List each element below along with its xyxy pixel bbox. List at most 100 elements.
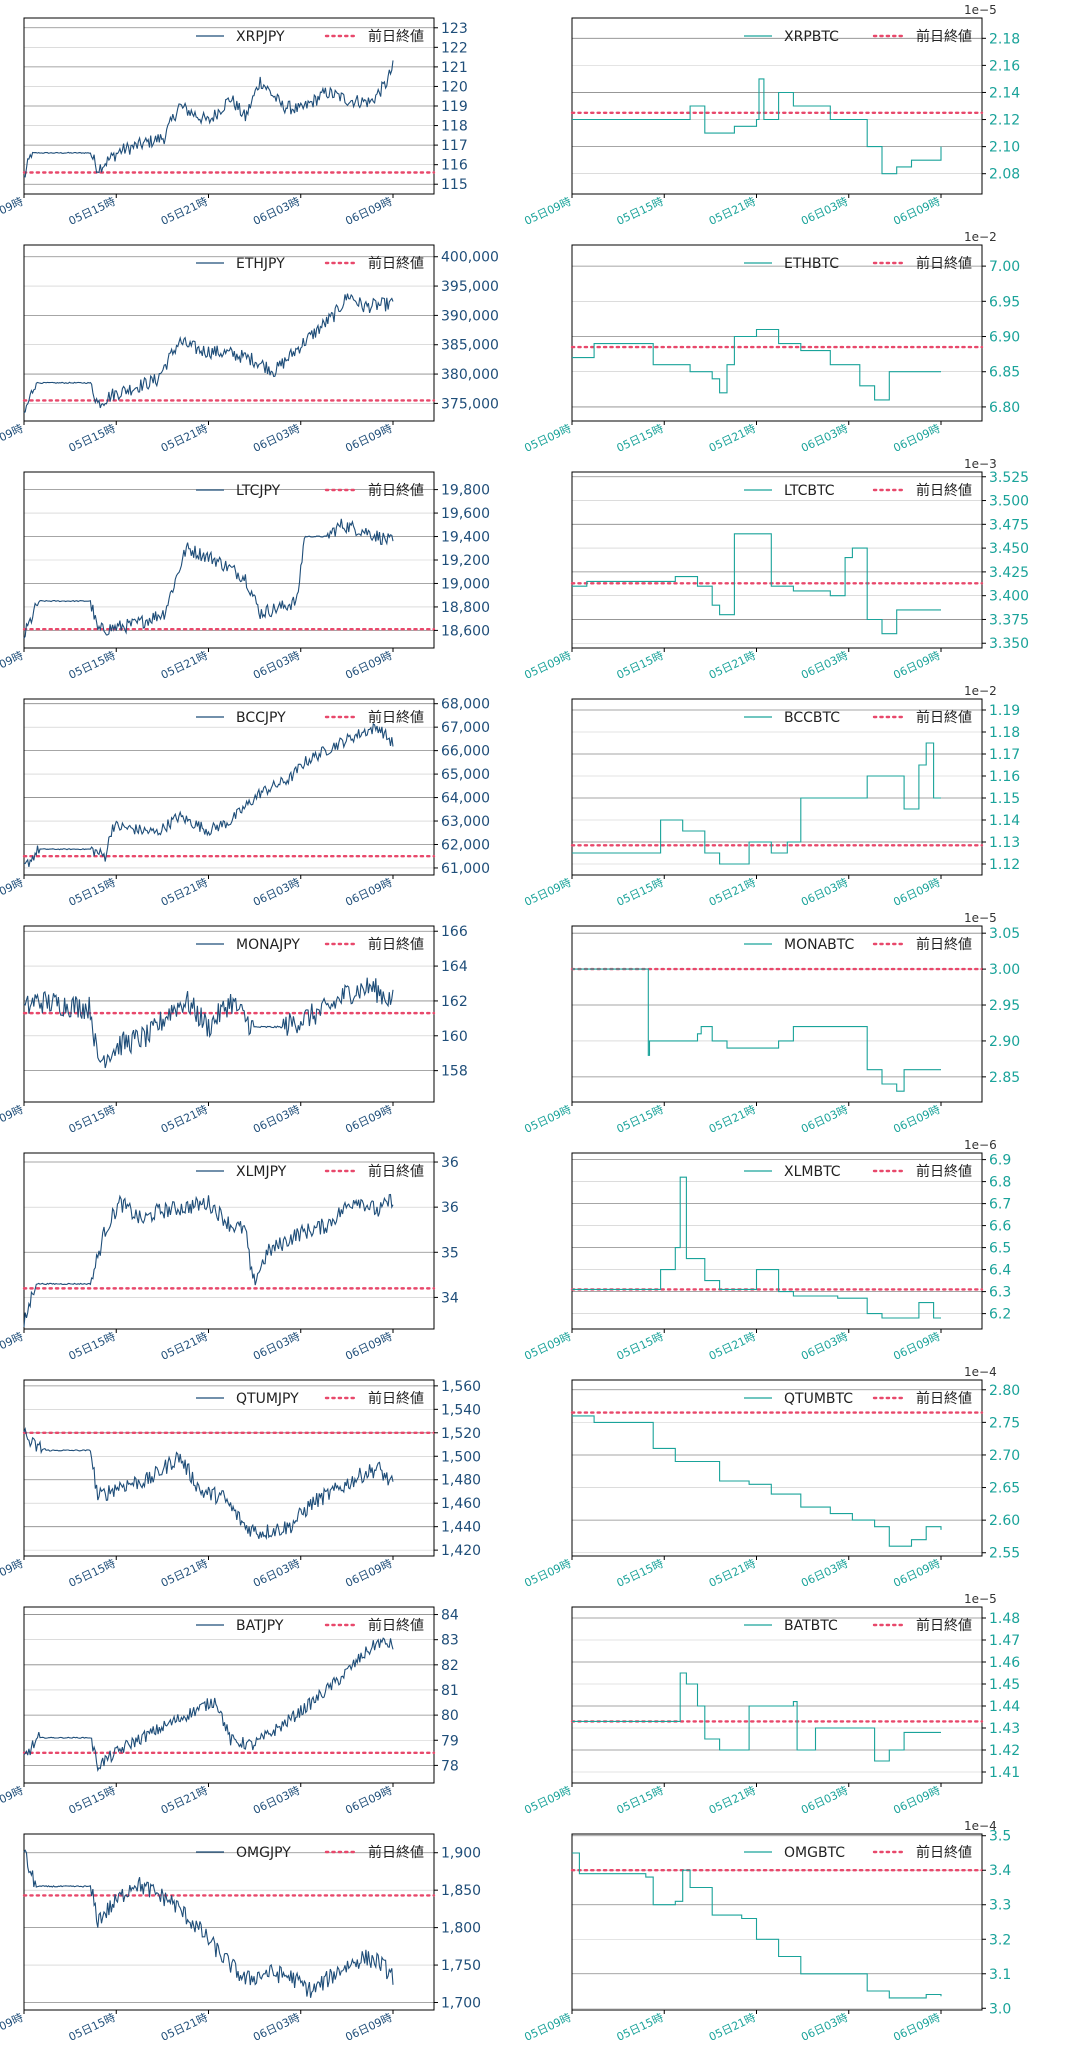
x-tick-label: 05日09時 — [522, 1784, 573, 1817]
x-tick-label: 06日09時 — [343, 1103, 394, 1136]
x-tick-label: 05日15時 — [615, 649, 666, 682]
y-tick-label: 115 — [441, 177, 468, 193]
y-tick-label: 6.6 — [989, 1219, 1011, 1235]
x-tick-label: 05日15時 — [67, 1103, 118, 1136]
y-tick-label: 3.400 — [989, 589, 1029, 605]
x-tick-label: 06日03時 — [251, 1103, 302, 1136]
x-tick-label: 06日09時 — [891, 1330, 942, 1363]
legend-label-prev-close: 前日終値 — [916, 1617, 972, 1634]
y-tick-label: 1,560 — [441, 1379, 481, 1395]
y-tick-label: 66,000 — [441, 744, 490, 760]
x-tick-label: 05日21時 — [707, 422, 758, 455]
y-tick-label: 6.80 — [989, 400, 1020, 416]
y-tick-label: 6.7 — [989, 1197, 1011, 1213]
y-tick-label: 64,000 — [441, 791, 490, 807]
plot-frame — [23, 244, 435, 422]
y-tick-label: 6.4 — [989, 1263, 1011, 1279]
y-tick-label: 6.3 — [989, 1285, 1011, 1301]
x-tick-label: 06日03時 — [799, 422, 850, 455]
chart-ltcjpy: 19,800 19,600 19,400 19,200 19,000 18,800 18,6… — [0, 471, 490, 682]
legend-label-series: XLMJPY — [236, 1164, 287, 1180]
legend-label-prev-close: 前日終値 — [368, 28, 424, 45]
legend-label-prev-close: 前日終値 — [916, 1163, 972, 1180]
x-tick-label: 06日03時 — [251, 422, 302, 455]
x-tick-label: 05日21時 — [707, 195, 758, 228]
y-tick-label: 160 — [441, 1029, 468, 1045]
series-line-omgjpy — [23, 1849, 394, 1998]
plot-frame — [571, 17, 983, 195]
x-tick-label: 06日03時 — [799, 1103, 850, 1136]
y-tick-label: 2.18 — [989, 31, 1020, 47]
y-tick-label: 1.13 — [989, 835, 1020, 851]
plot-frame — [23, 1606, 435, 1784]
legend: BATBTC 前日終値 — [744, 1617, 972, 1634]
x-tick-label: 06日09時 — [891, 1557, 942, 1590]
y-tick-label: 1.45 — [989, 1677, 1020, 1693]
plot-area: 7.00 6.95 6.90 6.85 6.80 1e−2 05日09時 05日15時 05日2… — [522, 230, 1020, 455]
legend-label-series: BCCJPY — [236, 710, 286, 726]
x-tick-label: 05日09時 — [0, 2011, 25, 2044]
y-tick-label: 1.14 — [989, 813, 1020, 829]
series-line-qtumjpy — [23, 1427, 394, 1541]
x-tick-label: 05日21時 — [159, 1103, 210, 1136]
legend-label-series: MONABTC — [784, 937, 854, 953]
y-tick-label: 84 — [441, 1608, 459, 1624]
y-tick-label: 116 — [441, 158, 468, 174]
x-tick-label: 06日03時 — [251, 2011, 302, 2044]
y-tick-label: 6.5 — [989, 1241, 1011, 1257]
legend-label-series: ETHJPY — [236, 256, 285, 272]
axis-exponent: 1e−4 — [964, 1819, 997, 1833]
legend: MONABTC 前日終値 — [744, 936, 972, 953]
x-tick-label: 06日09時 — [891, 1784, 942, 1817]
y-tick-label: 400,000 — [441, 250, 499, 266]
plot-frame — [571, 1152, 983, 1330]
y-tick-label: 2.90 — [989, 1034, 1020, 1050]
x-tick-label: 05日15時 — [67, 1330, 118, 1363]
legend-label-series: LTCBTC — [784, 483, 835, 499]
y-tick-label: 79 — [441, 1733, 459, 1749]
y-tick-label: 65,000 — [441, 767, 490, 783]
legend-label-prev-close: 前日終値 — [916, 936, 972, 953]
y-tick-label: 2.60 — [989, 1513, 1020, 1529]
x-tick-label: 05日09時 — [0, 876, 25, 909]
x-tick-label: 05日15時 — [67, 1784, 118, 1817]
x-tick-label: 05日09時 — [0, 1557, 25, 1590]
y-tick-label: 1.44 — [989, 1699, 1020, 1715]
legend: XRPBTC 前日終値 — [744, 28, 972, 45]
plot-area: 36 36 35 34 05日09時 05日15時 05日21時 06日03時 06日09時 XL… — [0, 1152, 459, 1363]
y-tick-label: 1,900 — [441, 1846, 481, 1862]
plot-frame — [571, 1379, 983, 1557]
x-tick-label: 05日15時 — [615, 2011, 666, 2044]
legend-label-series: ETHBTC — [784, 256, 839, 272]
x-tick-label: 05日09時 — [0, 1784, 25, 1817]
y-tick-label: 1,540 — [441, 1402, 481, 1418]
legend: ETHBTC 前日終値 — [744, 255, 972, 272]
chart-monabtc: 3.05 3.00 2.95 2.90 2.85 1e−5 05日09時 05日15時 05日2… — [522, 911, 1020, 1136]
y-tick-label: 2.10 — [989, 140, 1020, 156]
series-line-bccbtc — [572, 742, 941, 865]
y-tick-label: 1.16 — [989, 769, 1020, 785]
chart-omgbtc: 3.5 3.4 3.3 3.2 3.1 3.0 1e−4 05日09時 05日15時 05日21時… — [522, 1819, 1011, 2044]
y-tick-label: 1,480 — [441, 1473, 481, 1489]
y-tick-label: 1.47 — [989, 1633, 1020, 1649]
y-tick-label: 36 — [441, 1200, 459, 1216]
y-tick-label: 1,700 — [441, 1996, 481, 2012]
y-tick-label: 3.375 — [989, 612, 1029, 628]
y-tick-label: 1.43 — [989, 1721, 1020, 1737]
x-tick-label: 06日09時 — [891, 2011, 942, 2044]
y-tick-label: 1,440 — [441, 1520, 481, 1536]
x-tick-label: 06日03時 — [251, 1557, 302, 1590]
plot-area: 123 122 121 120 119 118 117 116 115 05日09時 05日15時 0… — [0, 17, 468, 228]
legend-label-series: LTCJPY — [236, 483, 281, 499]
x-tick-label: 06日09時 — [891, 1103, 942, 1136]
legend-label-series: BCCBTC — [784, 710, 840, 726]
y-tick-label: 3.450 — [989, 541, 1029, 557]
series-line-bccjpy — [23, 722, 394, 868]
chart-bccjpy: 68,000 67,000 66,000 65,000 64,000 63,000 62,0… — [0, 697, 490, 909]
y-tick-label: 2.16 — [989, 58, 1020, 74]
legend-label-series: XLMBTC — [784, 1164, 841, 1180]
y-tick-label: 36 — [441, 1155, 459, 1171]
legend-label-series: BATJPY — [236, 1618, 284, 1634]
y-tick-label: 80 — [441, 1708, 459, 1724]
